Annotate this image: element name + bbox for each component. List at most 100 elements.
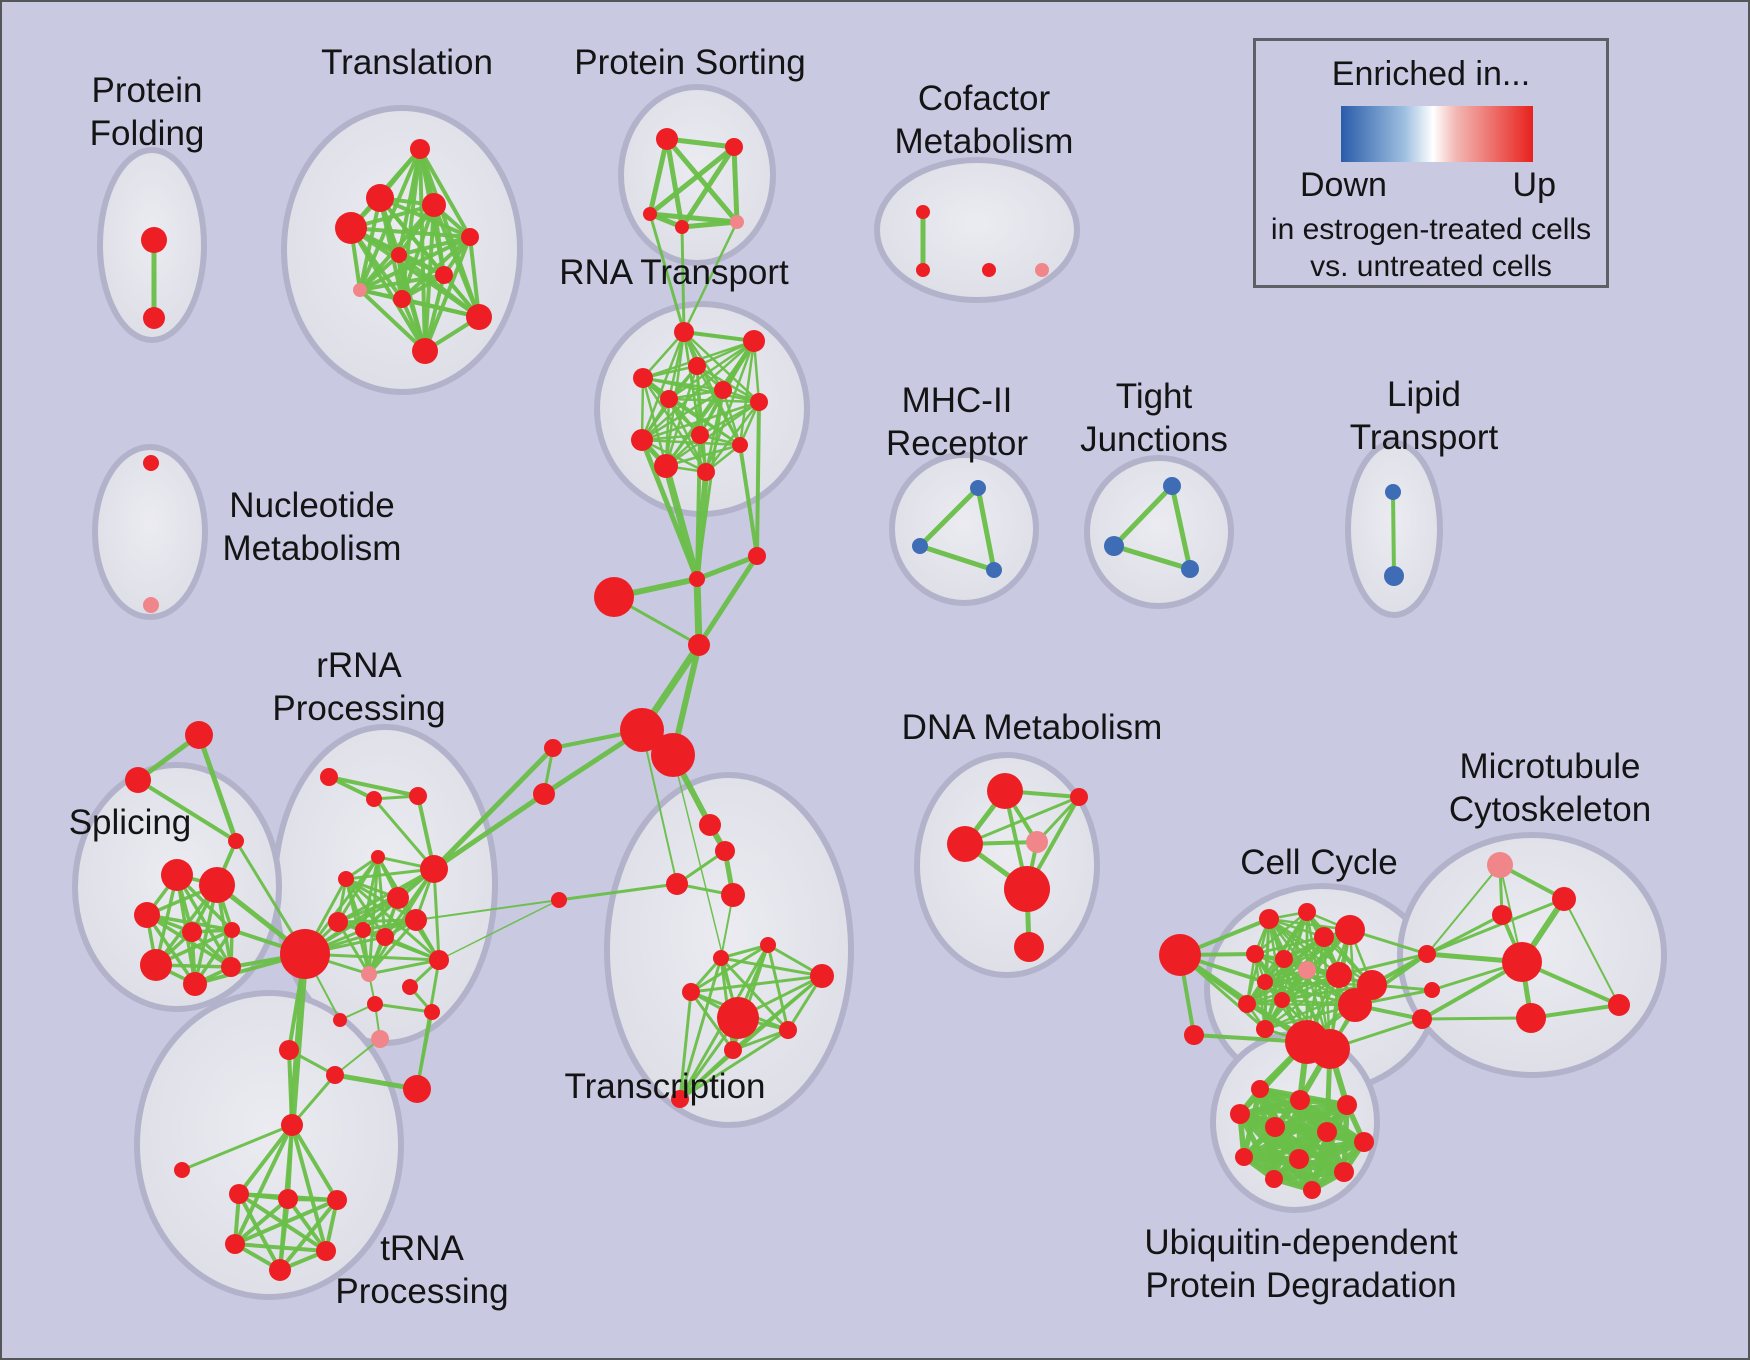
node-cc3	[1298, 903, 1316, 921]
node-tb1	[620, 708, 664, 752]
node-cc9	[1326, 962, 1352, 988]
edge-rt7-rt12	[704, 400, 761, 474]
edge-rr13-rr14	[367, 958, 441, 976]
node-rt7	[750, 393, 768, 411]
node-rr11	[405, 909, 427, 931]
edge-rt5-rt10	[667, 397, 742, 447]
node-tn6	[316, 1241, 336, 1261]
node-dn1	[987, 773, 1023, 809]
node-t8	[353, 283, 367, 297]
node-tr9	[810, 964, 834, 988]
edge-tr6-tr11	[719, 956, 790, 1032]
edge-rt10-rt11	[664, 443, 742, 468]
node-cn3	[1412, 1009, 1432, 1029]
node-cc5	[1314, 927, 1334, 947]
node-cc12	[1238, 995, 1256, 1013]
edge-cn1-mt3	[1425, 913, 1504, 956]
node-t10	[466, 304, 492, 330]
edge-tr12-tr13	[678, 1048, 735, 1101]
edge-ps1-ps4	[664, 136, 685, 230]
edge-tr6-tr9	[719, 956, 824, 978]
node-rt4	[633, 368, 653, 388]
edge-mt2-mt6	[1563, 898, 1620, 1006]
edge-rt2-rt12	[704, 339, 756, 474]
node-tr12	[724, 1041, 742, 1059]
node-pk2	[371, 1030, 389, 1048]
edge-tn3-tn5	[233, 1197, 290, 1246]
node-rr7	[387, 887, 409, 909]
node-rr5	[338, 871, 354, 887]
edge-cc8-cc12	[1245, 968, 1309, 1006]
rrna-processing-label: rRNA Processing	[272, 646, 445, 728]
edge-rr6-rr13	[432, 867, 441, 962]
edge-rr2-rr6	[372, 797, 436, 871]
legend-up-label: Up	[1512, 166, 1556, 204]
edge-t6-t10	[397, 253, 481, 319]
microtubule-cytoskeleton-label: Microtubule Cytoskeleton	[1449, 747, 1651, 829]
edge-cc10-cc13	[1280, 983, 1374, 1002]
node-tr3	[666, 873, 688, 895]
edge-rt5-rt6	[667, 388, 725, 401]
edge-br1-rr11	[415, 899, 560, 921]
edge-ch1-ch2	[694, 553, 760, 582]
edge-tn3-tn7	[278, 1197, 290, 1272]
node-ln1	[544, 739, 562, 757]
dna-metabolism-label: DNA Metabolism	[902, 708, 1163, 747]
node-rr13	[429, 950, 449, 970]
edge-ps1-ps3	[647, 136, 670, 217]
node-ub6	[1317, 1122, 1337, 1142]
node-tn1	[174, 1162, 190, 1178]
edge-t5-t9	[400, 235, 472, 301]
node-ps1	[656, 128, 678, 150]
edge-ps2-ps4	[679, 144, 737, 230]
node-ps4	[675, 220, 689, 234]
node-ub4	[1337, 1095, 1357, 1115]
node-rd4	[333, 1013, 347, 1027]
edge-tn4-tn5	[233, 1198, 339, 1246]
protein-sorting-label: Protein Sorting	[574, 43, 806, 82]
node-ch1	[689, 571, 705, 587]
edge-dn2-dn4	[963, 795, 1081, 846]
dna-metabolism-cluster-ellipse	[914, 752, 1100, 978]
edge-cn3-mt5	[1420, 1016, 1533, 1021]
node-mt4	[1502, 942, 1542, 982]
node-tj3	[1181, 560, 1199, 578]
edge-tr6-tr13	[678, 956, 723, 1101]
node-rd1	[402, 979, 418, 995]
protein-folding-label: Protein Folding	[90, 71, 205, 153]
node-cc8	[1298, 961, 1316, 979]
rrna-processing-cluster-ellipse	[272, 724, 498, 1046]
edge-tn0-tn4	[290, 1123, 339, 1202]
cofactor-metabolism-label: Cofactor Metabolism	[895, 79, 1074, 161]
node-cc7	[1275, 950, 1293, 968]
node-tr6	[713, 950, 729, 966]
edge-t2-t8	[358, 196, 382, 292]
node-tr8	[682, 983, 700, 1001]
edge-mh2-mh3	[917, 543, 997, 573]
edge-tr11-tr13	[678, 1028, 790, 1101]
translation-label: Translation	[321, 43, 493, 82]
edge-rt2-rt5	[667, 339, 756, 401]
edge-rt6-ch1	[695, 388, 725, 581]
node-rt9	[691, 426, 709, 444]
node-ln2	[533, 783, 555, 805]
node-tj1	[1163, 477, 1181, 495]
node-ps3	[643, 207, 657, 221]
node-rr10	[376, 928, 394, 946]
node-t9	[393, 290, 411, 308]
node-ch4	[688, 634, 710, 656]
edge-rt6-rt8	[640, 388, 725, 442]
node-tr11	[779, 1021, 797, 1039]
node-dn4	[1070, 788, 1088, 806]
rna-transport-label: RNA Transport	[559, 253, 789, 292]
edge-tn0-tn2	[237, 1123, 294, 1196]
node-ub2	[1251, 1080, 1269, 1098]
edge-t3-t10	[432, 203, 481, 319]
node-tn7	[269, 1259, 291, 1281]
cell-cycle-label: Cell Cycle	[1240, 843, 1398, 882]
node-tn0	[281, 1114, 303, 1136]
node-cc14	[1338, 988, 1372, 1022]
node-t11	[412, 338, 438, 364]
edge-tr7-tr11	[766, 943, 790, 1032]
node-tn4	[327, 1190, 347, 1210]
